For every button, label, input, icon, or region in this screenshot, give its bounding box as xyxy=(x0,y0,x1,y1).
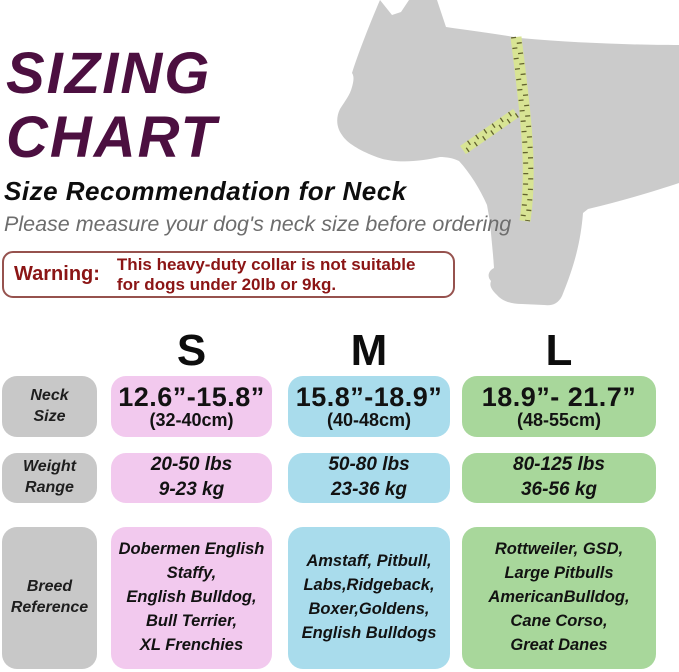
warning-message: This heavy-duty collar is not suitable f… xyxy=(116,254,416,294)
size-header-l: L xyxy=(545,326,573,375)
warning-label: Warning: xyxy=(14,263,100,285)
neck-size-cell-s: 12.6”-15.8” (32-40cm) xyxy=(111,376,272,437)
breed-list: Dobermen English Staffy, English Bulldog… xyxy=(118,540,265,654)
weight-range: 50-80 lbs 23-36 kg xyxy=(328,454,410,500)
row-header-label: Breed Reference xyxy=(10,578,89,616)
neck-size-cm: (32-40cm) xyxy=(149,410,234,431)
weight-cell-m: 50-80 lbs 23-36 kg xyxy=(288,453,450,503)
neck-size-cell-m: 15.8”-18.9” (40-48cm) xyxy=(288,376,450,437)
neck-size-inches: 18.9”- 21.7” xyxy=(481,381,637,412)
breed-list: Amstaff, Pitbull, Labs,Ridgeback, Boxer,… xyxy=(301,552,437,642)
breed-cell-l: Rottweiler, GSD, Large Pitbulls American… xyxy=(462,527,656,669)
neck-size-inches: 15.8”-18.9” xyxy=(295,381,443,412)
row-header-neck-size: Neck Size xyxy=(2,376,97,437)
size-header-m: M xyxy=(350,326,388,375)
row-header-label: Neck Size xyxy=(30,386,69,425)
neck-size-cell-l: 18.9”- 21.7” (48-55cm) xyxy=(462,376,656,437)
weight-cell-s: 20-50 lbs 9-23 kg xyxy=(111,453,272,503)
title-line-1: SIZING xyxy=(6,41,212,106)
weight-range: 80-125 lbs 36-56 kg xyxy=(513,454,605,500)
page-subtitle: Size Recommendation for Neck xyxy=(4,176,407,206)
tape-branch-ticks-a xyxy=(462,113,519,155)
dog-silhouette-illustration xyxy=(337,0,679,306)
measuring-tape xyxy=(510,36,534,222)
dog-body-shape xyxy=(337,0,679,306)
size-header-s: S xyxy=(176,326,207,375)
neck-size-inches: 12.6”-15.8” xyxy=(118,381,265,412)
warning-box: Warning: This heavy-duty collar is not s… xyxy=(2,251,455,298)
page-title: SIZING CHART xyxy=(6,42,218,170)
row-header-breed-reference: Breed Reference xyxy=(2,527,97,669)
measure-note: Please measure your dog's neck size befo… xyxy=(4,212,512,236)
row-header-weight-range: Weight Range xyxy=(2,453,97,503)
neck-size-cm: (40-48cm) xyxy=(326,410,412,431)
breed-cell-m: Amstaff, Pitbull, Labs,Ridgeback, Boxer,… xyxy=(288,527,450,669)
title-line-2: CHART xyxy=(6,105,218,170)
row-header-label: Weight Range xyxy=(22,458,77,496)
weight-cell-l: 80-125 lbs 36-56 kg xyxy=(462,453,656,503)
breed-cell-s: Dobermen English Staffy, English Bulldog… xyxy=(111,527,272,669)
weight-range: 20-50 lbs 9-23 kg xyxy=(150,454,233,500)
neck-size-cm: (48-55cm) xyxy=(516,410,602,431)
breed-list: Rottweiler, GSD, Large Pitbulls American… xyxy=(488,540,630,654)
